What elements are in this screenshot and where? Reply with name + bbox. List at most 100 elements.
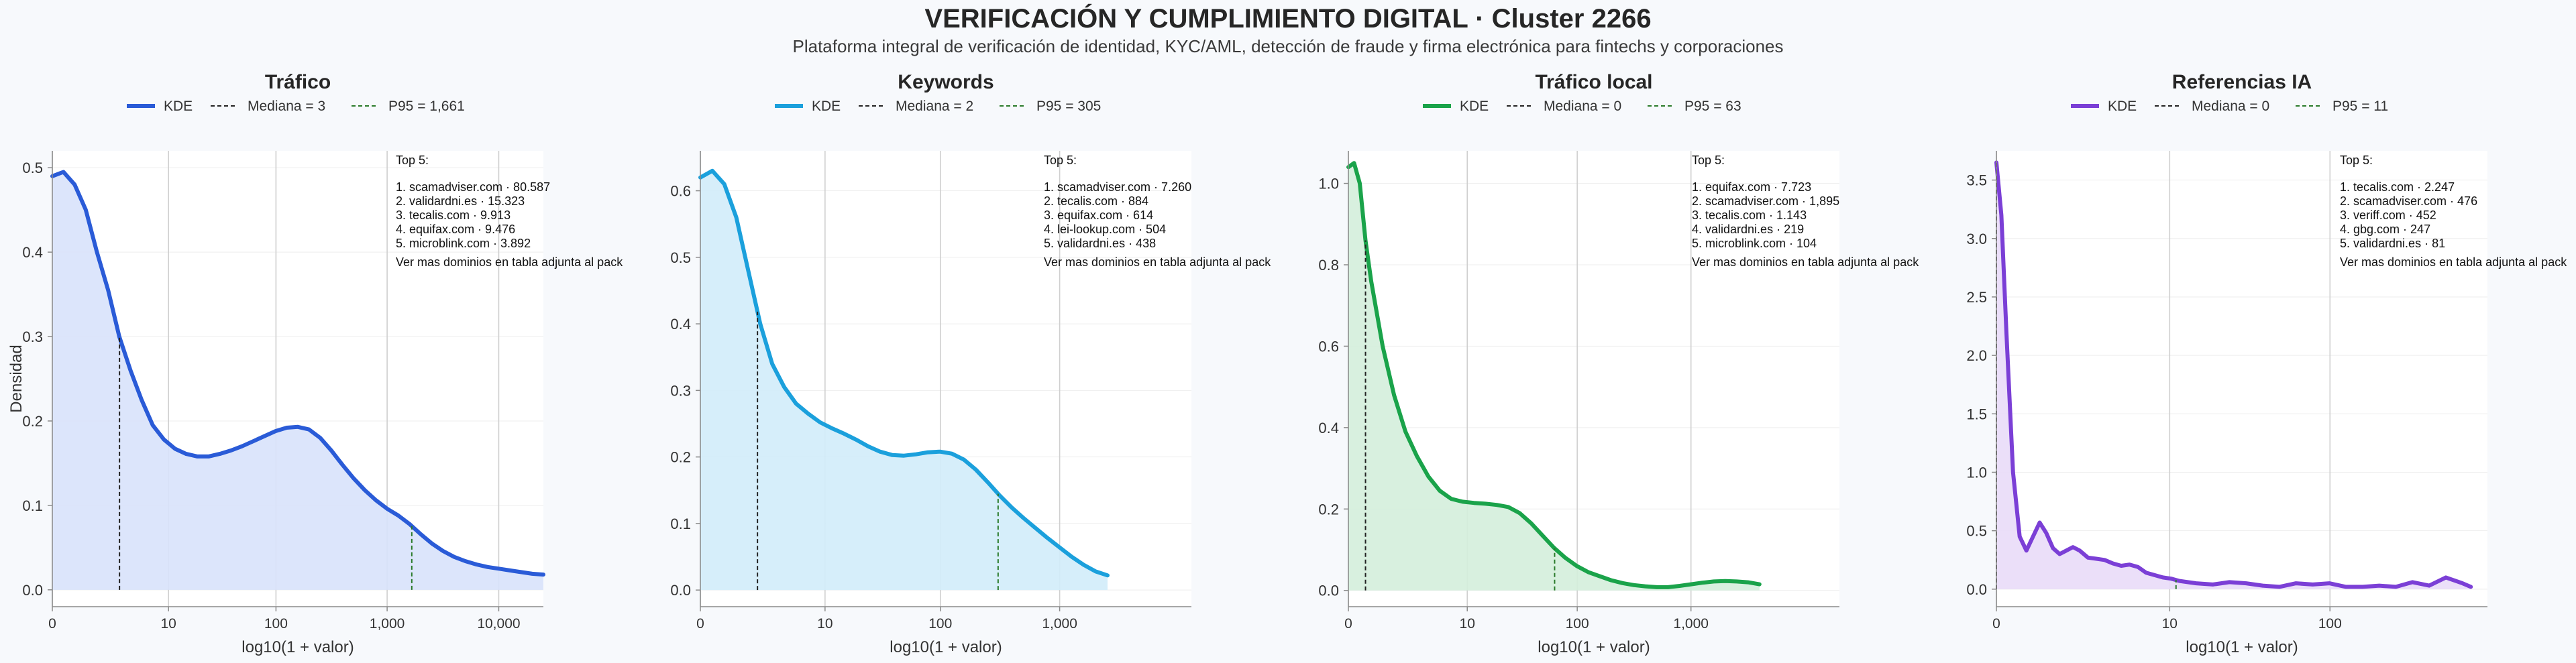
x-tick-label-1: 10 [1460,616,1475,631]
x-tick-label-2: 100 [1566,616,1589,631]
top5-heading: Top 5: [396,154,429,167]
legend-median-label: Mediana = 0 [1544,99,1621,114]
legend-kde-label: KDE [2108,99,2137,114]
top5-item-3: 3. tecalis.com · 1.143 [1692,208,1807,222]
top5-item-3: 3. equifax.com · 614 [1044,208,1153,222]
y-tick-label-5: 0.5 [22,160,43,176]
y-tick-label-2: 1.0 [1966,464,1987,481]
y-tick-label-1: 0.1 [22,497,43,514]
chart-panel-2: 0.0 0.1 0.2 0.3 0.4 0.5 0.6 0 10 100 1,000 log10(1 … [670,71,1271,656]
top5-item-5: 5. microblink.com · 3.892 [396,237,531,250]
top5-item-1: 1. scamadviser.com · 7.260 [1044,180,1191,194]
top5-heading: Top 5: [2340,154,2373,167]
y-tick-label-1: 0.5 [1966,523,1987,540]
x-axis-label: log10(1 + valor) [890,638,1002,656]
top5-item-3: 3. veriff.com · 452 [2340,208,2436,222]
x-tick-label-1: 10 [161,616,176,631]
top5-item-2: 2. scamadviser.com · 1,895 [1692,194,1839,208]
top5-item-2: 2. validardni.es · 15.323 [396,194,525,208]
x-tick-label-0: 0 [1992,616,2000,631]
top5-heading: Top 5: [1044,154,1077,167]
x-tick-label-4: 10,000 [477,616,520,631]
top5-footer: Ver mas dominios en tabla adjunta al pac… [2340,255,2567,269]
top5-item-4: 4. lei-lookup.com · 504 [1044,223,1166,236]
kde-area [1348,163,1760,591]
y-tick-label-1: 0.1 [670,516,691,532]
y-tick-label-0: 0.0 [22,582,43,599]
top5-item-1: 1. scamadviser.com · 80.587 [396,180,550,194]
chart-title: Tráfico local [1535,71,1652,93]
y-tick-label-3: 0.3 [22,328,43,345]
chart-panel-1: 0.0 0.1 0.2 0.3 0.4 0.5 0 10 100 1,000 10,000 log10… [7,71,623,656]
y-axis-label: Densidad [7,345,25,412]
y-tick-label-1: 0.2 [1318,501,1339,518]
x-tick-label-1: 10 [817,616,833,631]
x-tick-label-0: 0 [1344,616,1352,631]
x-tick-label-3: 1,000 [1673,616,1709,631]
top5-footer: Ver mas dominios en tabla adjunta al pac… [1044,255,1271,269]
kde-line [1346,161,1762,589]
kde-area [52,172,543,590]
x-tick-label-2: 100 [928,616,952,631]
y-tick-label-5: 1.0 [1318,176,1339,192]
top5-footer: Ver mas dominios en tabla adjunta al pac… [396,255,623,269]
top5-item-5: 5. microblink.com · 104 [1692,237,1817,250]
y-tick-label-4: 0.4 [22,244,43,261]
y-tick-label-6: 3.0 [1966,231,1987,247]
top5-item-4: 4. gbg.com · 247 [2340,223,2430,236]
y-tick-label-6: 0.6 [670,183,691,200]
legend-p95-label: P95 = 1,661 [388,99,465,114]
kde-line [50,170,545,577]
chart-title: Referencias IA [2172,71,2312,93]
kde-area [700,170,1108,591]
legend-median-label: Mediana = 3 [248,99,325,114]
top5-item-4: 4. equifax.com · 9.476 [396,223,515,236]
top5-item-1: 1. equifax.com · 7.723 [1692,180,1811,194]
y-tick-label-5: 2.5 [1966,289,1987,306]
y-tick-label-4: 0.8 [1318,257,1339,274]
chart-title: Keywords [898,71,994,93]
x-axis-label: log10(1 + valor) [241,638,354,656]
y-tick-label-2: 0.2 [22,413,43,430]
chart-title: Tráfico [265,71,331,93]
page-subtitle: Plataforma integral de verificación de i… [792,36,1784,56]
top5-item-5: 5. validardni.es · 438 [1044,237,1156,250]
top5-item-4: 4. validardni.es · 219 [1692,223,1804,236]
top5-item-1: 1. tecalis.com · 2.247 [2340,180,2455,194]
y-tick-label-3: 1.5 [1966,406,1987,422]
x-tick-label-2: 100 [264,616,288,631]
top5-item-3: 3. tecalis.com · 9.913 [396,208,511,222]
x-tick-label-0: 0 [696,616,704,631]
y-tick-label-0: 0.0 [1966,581,1987,598]
legend-kde-label: KDE [1460,99,1489,114]
x-tick-label-0: 0 [48,616,56,631]
top5-footer: Ver mas dominios en tabla adjunta al pac… [1692,255,1919,269]
x-axis-label: log10(1 + valor) [2186,638,2298,656]
y-tick-label-4: 0.4 [670,316,691,333]
x-tick-label-3: 1,000 [1042,616,1077,631]
x-tick-label-1: 10 [2162,616,2178,631]
legend-p95-label: P95 = 305 [1036,99,1101,114]
y-tick-label-0: 0.0 [1318,583,1339,599]
legend-median-label: Mediana = 2 [896,99,973,114]
legend-kde-label: KDE [164,99,193,114]
y-tick-label-3: 0.3 [670,382,691,399]
chart-panel-3: 0.0 0.2 0.4 0.6 0.8 1.0 0 10 100 1,000 log10(1 + v… [1318,71,1919,656]
page-title: VERIFICACIÓN Y CUMPLIMIENTO DIGITAL · Cl… [924,4,1652,34]
y-tick-label-2: 0.2 [670,449,691,466]
x-tick-label-2: 100 [2318,616,2342,631]
y-tick-label-5: 0.5 [670,249,691,266]
kde-line [1994,160,2473,589]
kde-area [1996,162,2471,589]
top5-item-2: 2. scamadviser.com · 476 [2340,194,2477,208]
x-tick-label-3: 1,000 [370,616,405,631]
legend-median-label: Mediana = 0 [2192,99,2269,114]
y-tick-label-7: 3.5 [1966,172,1987,189]
y-tick-label-3: 0.6 [1318,338,1339,355]
legend-p95-label: P95 = 63 [1684,99,1741,114]
y-tick-label-2: 0.4 [1318,420,1339,436]
top5-item-2: 2. tecalis.com · 884 [1044,194,1148,208]
legend-p95-label: P95 = 11 [2332,99,2388,114]
